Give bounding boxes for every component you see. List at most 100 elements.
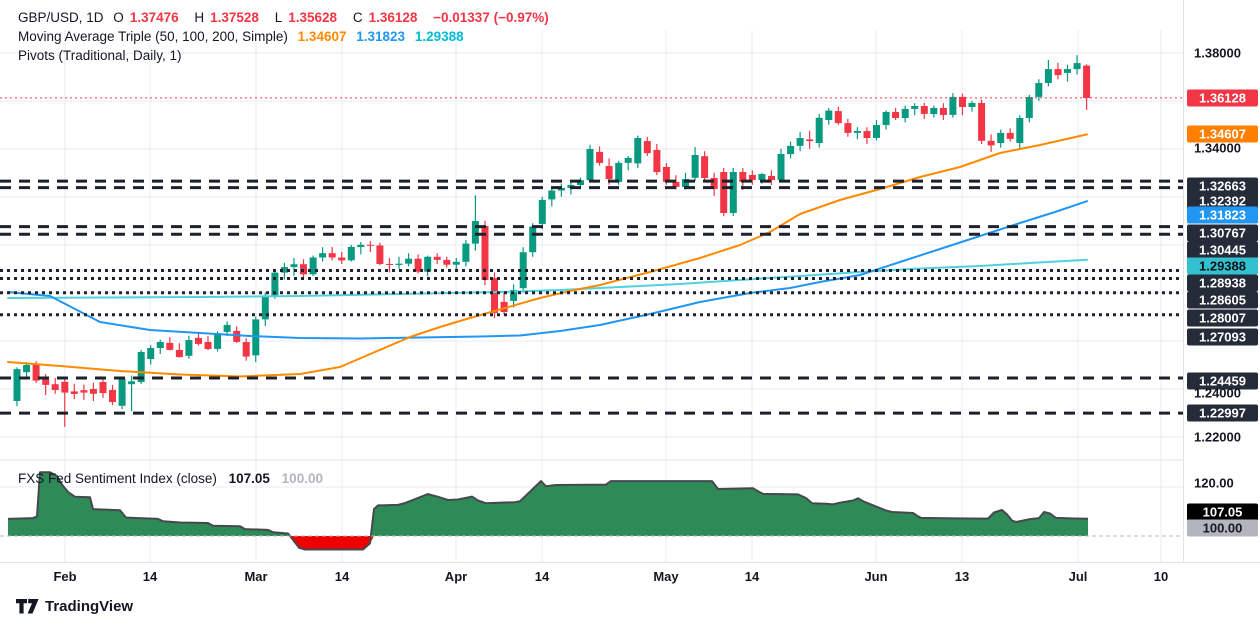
time-axis[interactable]: Feb 14 Mar 14 Apr 14 May 14 Jun 13 Jul 10: [0, 562, 1260, 591]
candle[interactable]: [1073, 55, 1081, 75]
candle[interactable]: [949, 93, 957, 118]
candle[interactable]: [51, 378, 59, 394]
candle[interactable]: [443, 256, 451, 268]
candle[interactable]: [376, 242, 384, 266]
candle[interactable]: [987, 134, 995, 152]
candle[interactable]: [99, 377, 107, 398]
candle[interactable]: [863, 127, 871, 144]
candle[interactable]: [128, 375, 136, 412]
candle[interactable]: [271, 270, 279, 299]
candle[interactable]: [519, 247, 527, 293]
legend-ma-row[interactable]: Moving Average Triple (50, 100, 200, Sim…: [18, 27, 555, 46]
candle[interactable]: [61, 377, 69, 427]
candle[interactable]: [1025, 94, 1033, 123]
candle[interactable]: [586, 144, 594, 183]
tradingview-logo[interactable]: TradingView: [16, 598, 133, 615]
candle[interactable]: [195, 332, 202, 346]
candle[interactable]: [175, 343, 183, 358]
candle[interactable]: [911, 103, 919, 116]
candle[interactable]: [1083, 64, 1091, 110]
candle[interactable]: [156, 339, 164, 354]
candle[interactable]: [834, 106, 842, 125]
candle[interactable]: [1044, 60, 1052, 87]
candle[interactable]: [481, 220, 489, 286]
candle[interactable]: [319, 247, 327, 262]
candle[interactable]: [13, 367, 21, 407]
candle[interactable]: [978, 99, 986, 144]
candle[interactable]: [892, 108, 900, 120]
candle[interactable]: [691, 147, 699, 182]
candle[interactable]: [796, 132, 804, 152]
candle[interactable]: [300, 259, 307, 279]
candle[interactable]: [70, 383, 78, 400]
candle[interactable]: [1016, 115, 1024, 150]
candle[interactable]: [643, 136, 651, 156]
ma200-line[interactable]: [7, 258, 1088, 299]
candle[interactable]: [280, 262, 288, 280]
candle[interactable]: [968, 100, 976, 112]
candle[interactable]: [395, 256, 403, 269]
candle[interactable]: [538, 196, 546, 230]
candle[interactable]: [109, 384, 116, 406]
candle[interactable]: [386, 258, 393, 273]
candle[interactable]: [939, 103, 947, 120]
candle[interactable]: [147, 345, 155, 365]
candle[interactable]: [529, 223, 537, 257]
candle[interactable]: [471, 195, 479, 251]
candle[interactable]: [806, 130, 814, 149]
candle[interactable]: [328, 246, 336, 261]
candle[interactable]: [452, 258, 460, 270]
candle[interactable]: [729, 168, 737, 216]
candle[interactable]: [768, 170, 775, 185]
candle[interactable]: [252, 316, 260, 363]
candle[interactable]: [347, 244, 355, 262]
candle[interactable]: [204, 336, 212, 351]
candle[interactable]: [223, 321, 231, 336]
candle[interactable]: [185, 335, 193, 359]
candle[interactable]: [653, 144, 661, 176]
candle[interactable]: [748, 170, 756, 185]
candle[interactable]: [777, 148, 785, 183]
candle[interactable]: [557, 183, 565, 197]
candle[interactable]: [166, 337, 174, 351]
candle[interactable]: [825, 108, 833, 125]
candle[interactable]: [357, 242, 365, 255]
legend-pivots-row[interactable]: Pivots (Traditional, Daily, 1): [18, 46, 555, 65]
candle[interactable]: [997, 129, 1005, 148]
candle[interactable]: [462, 240, 470, 267]
candle[interactable]: [1006, 128, 1014, 142]
candle[interactable]: [710, 172, 718, 196]
candle[interactable]: [624, 156, 632, 171]
ma50-line[interactable]: [7, 133, 1088, 378]
candle[interactable]: [930, 105, 938, 118]
candle[interactable]: [261, 292, 269, 327]
sentiment-legend-row[interactable]: FXS Fed Sentiment Index (close) 107.05 1…: [18, 471, 331, 486]
candle[interactable]: [873, 120, 880, 141]
candle[interactable]: [844, 118, 852, 137]
candle[interactable]: [80, 384, 88, 400]
candle[interactable]: [510, 284, 518, 308]
candle[interactable]: [959, 93, 966, 116]
candle[interactable]: [1054, 62, 1062, 80]
ma100-line[interactable]: [7, 200, 1088, 340]
candle[interactable]: [433, 253, 441, 264]
candle[interactable]: [815, 114, 823, 148]
candle[interactable]: [414, 254, 422, 274]
candle[interactable]: [290, 258, 298, 276]
candle[interactable]: [701, 151, 709, 180]
candle[interactable]: [548, 187, 556, 207]
candle[interactable]: [920, 102, 928, 119]
candle[interactable]: [118, 376, 126, 410]
candle[interactable]: [1035, 79, 1043, 101]
candle[interactable]: [1064, 64, 1071, 82]
candle[interactable]: [882, 110, 890, 130]
candle[interactable]: [596, 146, 604, 166]
candle[interactable]: [366, 241, 374, 252]
price-axis[interactable]: 1.38000 1.36128 1.34607 1.34000 1.32663 1.323…: [1183, 0, 1260, 562]
candle[interactable]: [405, 253, 413, 267]
candle[interactable]: [309, 255, 317, 276]
legend-symbol-row[interactable]: GBP/USD, 1D O 1.37476 H 1.37528 L 1.35628 C…: [18, 8, 555, 27]
candle[interactable]: [634, 135, 642, 168]
candle[interactable]: [500, 292, 508, 315]
